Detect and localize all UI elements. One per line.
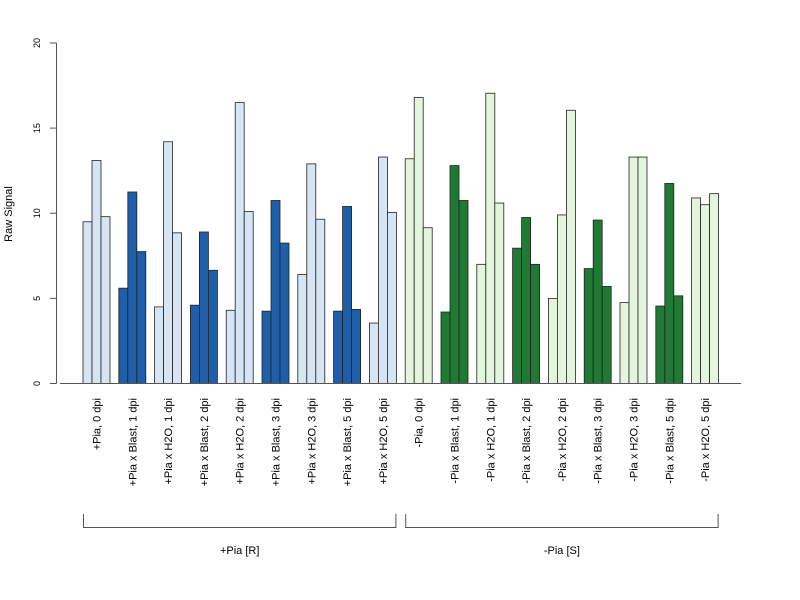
x-tick-label: +Pia x Blast, 1 dpi bbox=[127, 398, 139, 486]
bar bbox=[333, 310, 344, 384]
bar bbox=[494, 202, 505, 384]
bar bbox=[700, 204, 710, 384]
x-tick-label: +Pia x H2O, 1 dpi bbox=[163, 398, 175, 485]
bar bbox=[449, 165, 460, 384]
x-tick-label: +Pia x Blast, 2 dpi bbox=[199, 398, 211, 486]
bar bbox=[583, 268, 594, 384]
x-tick-label: -Pia x Blast, 2 dpi bbox=[521, 398, 533, 484]
bar bbox=[100, 216, 111, 384]
bar bbox=[592, 219, 603, 384]
bar bbox=[154, 306, 165, 384]
group-label: +Pia [R] bbox=[220, 545, 259, 557]
bar bbox=[368, 322, 379, 384]
bar bbox=[557, 214, 567, 384]
bar bbox=[601, 286, 612, 384]
x-tick-label: +Pia, 0 dpi bbox=[92, 398, 104, 450]
bar bbox=[386, 211, 397, 384]
x-tick-label: -Pia x H2O, 3 dpi bbox=[629, 398, 641, 482]
bars bbox=[82, 92, 719, 384]
bar bbox=[243, 211, 254, 384]
bar bbox=[342, 206, 353, 384]
x-tick-label: +Pia x H2O, 2 dpi bbox=[235, 398, 247, 485]
bar bbox=[655, 305, 666, 384]
bar bbox=[637, 156, 648, 384]
bar bbox=[548, 297, 558, 384]
y-axis-title: Raw Signal bbox=[3, 186, 15, 242]
bar bbox=[512, 247, 522, 384]
y-tick-label: 20 bbox=[32, 38, 42, 48]
bar bbox=[261, 310, 272, 384]
bar bbox=[664, 183, 675, 384]
x-tick-label: -Pia x Blast, 3 dpi bbox=[593, 398, 605, 484]
bar bbox=[673, 295, 684, 384]
bar bbox=[628, 156, 639, 384]
x-tick-label: -Pia x Blast, 1 dpi bbox=[450, 398, 462, 484]
group-label: -Pia [S] bbox=[544, 545, 580, 557]
bar bbox=[351, 309, 362, 384]
bar bbox=[118, 287, 129, 384]
x-tick-label: -Pia x Blast, 5 dpi bbox=[664, 398, 676, 484]
x-tick-label: -Pia x H2O, 2 dpi bbox=[557, 398, 569, 482]
bar bbox=[279, 242, 290, 384]
y-tick-label: 0 bbox=[32, 381, 42, 386]
bar bbox=[485, 92, 496, 384]
bar bbox=[709, 193, 719, 384]
bar bbox=[136, 251, 147, 384]
group-brackets: +Pia [R] -Pia [S] bbox=[83, 514, 719, 557]
y-axis: 0 5 10 15 20 bbox=[32, 38, 57, 386]
bar bbox=[476, 263, 487, 384]
bar bbox=[82, 221, 93, 384]
bar bbox=[270, 200, 281, 384]
bar bbox=[566, 109, 576, 384]
y-tick-label: 15 bbox=[32, 123, 42, 133]
bar bbox=[619, 302, 630, 384]
bar bbox=[225, 309, 236, 384]
x-tick-label: -Pia x H2O, 1 dpi bbox=[485, 398, 497, 482]
y-tick-label: 5 bbox=[32, 296, 42, 301]
bar bbox=[413, 97, 424, 384]
bar bbox=[127, 191, 138, 384]
bar bbox=[163, 141, 174, 384]
x-tick-label: -Pia, 0 dpi bbox=[414, 398, 426, 448]
x-tick-label: +Pia x H2O, 3 dpi bbox=[306, 398, 318, 485]
bar bbox=[521, 217, 531, 384]
bar bbox=[530, 263, 540, 384]
bar bbox=[297, 274, 308, 384]
bar bbox=[172, 232, 183, 384]
bar bbox=[315, 218, 326, 384]
y-tick-label: 10 bbox=[32, 208, 42, 218]
x-tick-label: +Pia x H2O, 5 dpi bbox=[378, 398, 390, 485]
bar bbox=[207, 269, 218, 384]
bar bbox=[234, 102, 245, 384]
bar bbox=[440, 311, 451, 384]
bar bbox=[189, 304, 200, 384]
bar bbox=[458, 200, 469, 384]
bar bbox=[306, 163, 317, 384]
x-tick-label: +Pia x Blast, 5 dpi bbox=[342, 398, 354, 486]
bar bbox=[198, 231, 209, 384]
x-tick-label: -Pia x H2O, 5 dpi bbox=[700, 398, 712, 482]
bar bbox=[404, 158, 415, 384]
bar bbox=[377, 156, 388, 384]
bar bbox=[691, 197, 701, 384]
bar bbox=[91, 160, 102, 384]
bar bbox=[422, 227, 433, 384]
x-tick-label: +Pia x Blast, 3 dpi bbox=[271, 398, 283, 486]
x-axis-labels: +Pia, 0 dpi +Pia x Blast, 1 dpi +Pia x H2O… bbox=[92, 398, 713, 486]
